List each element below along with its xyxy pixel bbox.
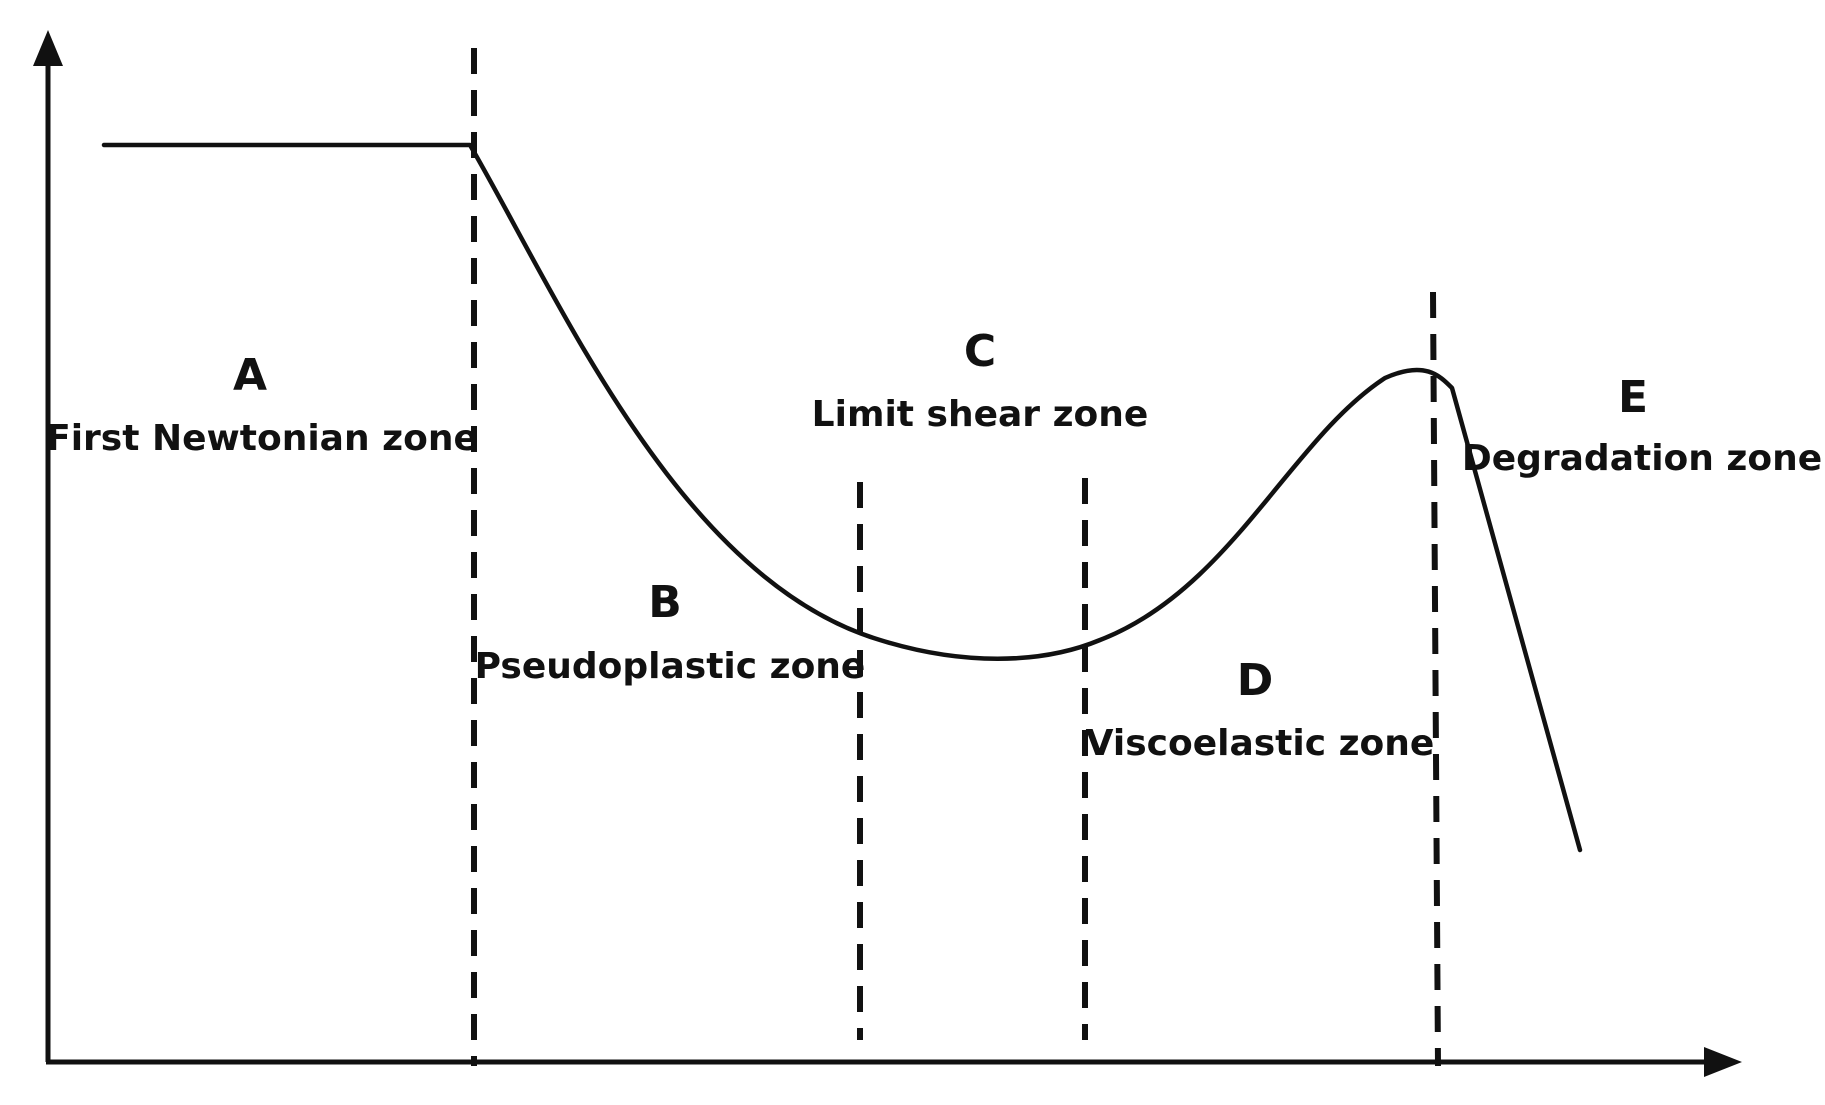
- zone-c-label: C Limit shear zone: [812, 326, 1149, 435]
- zone-b-name: Pseudoplastic zone: [475, 646, 866, 687]
- zone-c-name: Limit shear zone: [812, 394, 1149, 435]
- zone-d-letter: D: [1237, 655, 1274, 706]
- zone-d-name: Viscoelastic zone: [1086, 723, 1435, 764]
- zone-e-label: E Degradation zone: [1462, 372, 1822, 479]
- zone-d-label: D Viscoelastic zone: [1086, 655, 1435, 764]
- zone-a-label: A First Newtonian zone: [46, 350, 478, 459]
- x-axis-arrowhead: [1704, 1047, 1742, 1077]
- zone-a-letter: A: [233, 350, 267, 401]
- divider-d-e: [1430, 291, 1441, 1067]
- zone-c-letter: C: [964, 326, 996, 377]
- zone-a-name: First Newtonian zone: [46, 418, 478, 459]
- viscosity-curve: [101, 142, 1583, 853]
- axes: [33, 30, 1742, 1077]
- zone-e-letter: E: [1618, 372, 1648, 423]
- zone-b-letter: B: [648, 577, 682, 628]
- zone-e-name: Degradation zone: [1462, 438, 1822, 479]
- zone-b-label: B Pseudoplastic zone: [475, 577, 866, 687]
- y-axis-arrowhead: [33, 30, 63, 66]
- zone-dividers: [471, 48, 1441, 1067]
